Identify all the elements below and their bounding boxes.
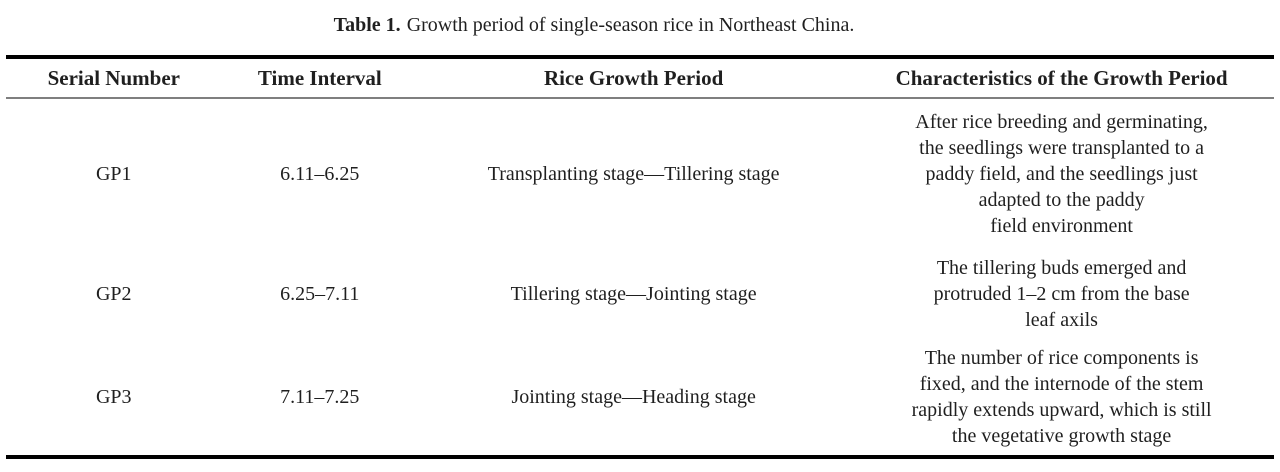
cell-serial-number: GP1 <box>95 163 132 185</box>
paper-page: Table 1. Growth period of single-season r… <box>0 12 1280 459</box>
cell-characteristics: After rice breeding and germinating, the… <box>915 111 1208 237</box>
table-caption-label: Table 1. <box>333 14 401 36</box>
table-row-gp1: GP1 6.11–6.25 Transplanting stage—Tiller… <box>6 98 1274 249</box>
table-row-gp2: GP2 6.25–7.11 Tillering stage—Jointing s… <box>6 249 1274 339</box>
cell-growth-period: Tillering stage—Jointing stage <box>510 283 757 305</box>
col-header-serial-number: Serial Number <box>6 57 222 99</box>
growth-period-table: Serial Number Time Interval Rice Growth … <box>6 55 1274 459</box>
table-row-gp3: GP3 7.11–7.25 Jointing stage—Heading sta… <box>6 339 1274 457</box>
cell-growth-period: Transplanting stage—Tillering stage <box>487 163 780 185</box>
col-header-time-interval: Time Interval <box>221 57 419 99</box>
table-caption: Table 1. Growth period of single-season r… <box>0 12 1280 38</box>
cell-growth-period: Jointing stage—Heading stage <box>511 386 756 408</box>
cell-time-interval: 6.11–6.25 <box>280 163 360 185</box>
cell-serial-number: GP3 <box>95 386 132 408</box>
cell-time-interval: 7.11–7.25 <box>280 386 360 408</box>
table-caption-text: Growth period of single-season rice in N… <box>406 14 855 36</box>
cell-characteristics: The number of rice components is fixed, … <box>911 347 1212 447</box>
cell-time-interval: 6.25–7.11 <box>280 283 360 305</box>
col-header-characteristics: Characteristics of the Growth Period <box>849 57 1274 99</box>
col-header-rice-growth-period: Rice Growth Period <box>418 57 850 99</box>
cell-serial-number: GP2 <box>95 283 132 305</box>
header-row: Serial Number Time Interval Rice Growth … <box>6 57 1274 99</box>
cell-characteristics: The tillering buds emerged and protruded… <box>933 257 1190 331</box>
